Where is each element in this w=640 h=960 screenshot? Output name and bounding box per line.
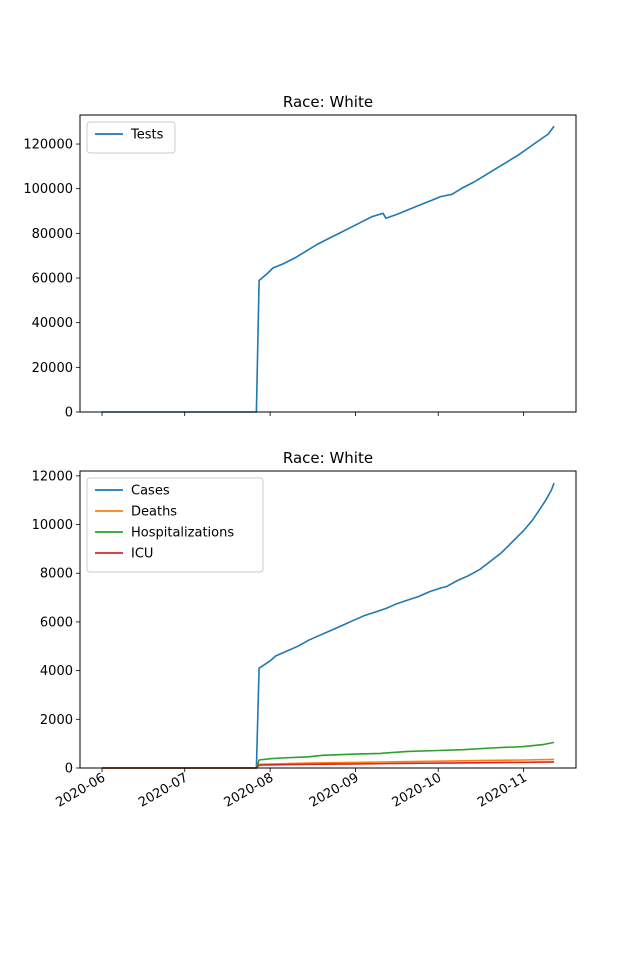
- x-tick-label: 2020-09: [307, 770, 362, 810]
- legend-label-cases: Cases: [131, 484, 170, 499]
- series-line-hospitalizations: [102, 741, 555, 769]
- y-tick-label: 6000: [40, 615, 73, 630]
- legend-label-deaths: Deaths: [131, 505, 177, 520]
- chart-title: Race: White: [283, 93, 373, 111]
- plot-frame: [79, 470, 577, 769]
- y-tick-label: 12000: [32, 469, 73, 484]
- y-tick-label: 20000: [32, 361, 73, 376]
- chart-2: Race: White 0 2000 4000 6000 8000 10000 12000 20…: [32, 449, 577, 811]
- legend-box: [86, 121, 176, 154]
- y-tick-label: 120000: [23, 138, 73, 153]
- x-tick-label: 2020-10: [390, 770, 445, 810]
- x-tick-label: 2020-11: [475, 770, 530, 810]
- legend-box: [86, 477, 264, 573]
- legend-label-icu: ICU: [131, 547, 153, 562]
- y-tick-label: 80000: [32, 227, 73, 242]
- y-tick-label: 60000: [32, 272, 73, 287]
- y-tick-label: 4000: [40, 664, 73, 679]
- y-tick-label: 100000: [23, 182, 73, 197]
- series-line-tests: [102, 125, 555, 413]
- series-line-icu: [102, 761, 555, 769]
- legend-label-tests: Tests: [130, 128, 164, 143]
- y-tick-label: 8000: [40, 567, 73, 582]
- y-tick-label: 2000: [40, 713, 73, 728]
- plot-frame: [79, 114, 577, 413]
- x-tick-label: 2020-06: [53, 770, 108, 810]
- chart-title: Race: White: [283, 449, 373, 467]
- chart-1: Race: White 0 20000 40000 60000 80000 100000 12…: [23, 93, 577, 421]
- legend-label-hospitalizations: Hospitalizations: [131, 526, 234, 541]
- legend: Cases Deaths Hospitalizations ICU: [86, 477, 264, 573]
- series-line-cases: [102, 482, 555, 769]
- y-tick-label: 10000: [32, 518, 73, 533]
- y-tick-label: 0: [65, 406, 73, 421]
- y-tick-label: 40000: [32, 316, 73, 331]
- x-tick-label: 2020-08: [222, 770, 277, 810]
- legend: Tests: [86, 121, 176, 154]
- x-tick-label: 2020-07: [136, 770, 191, 810]
- y-tick-label: 0: [65, 762, 73, 777]
